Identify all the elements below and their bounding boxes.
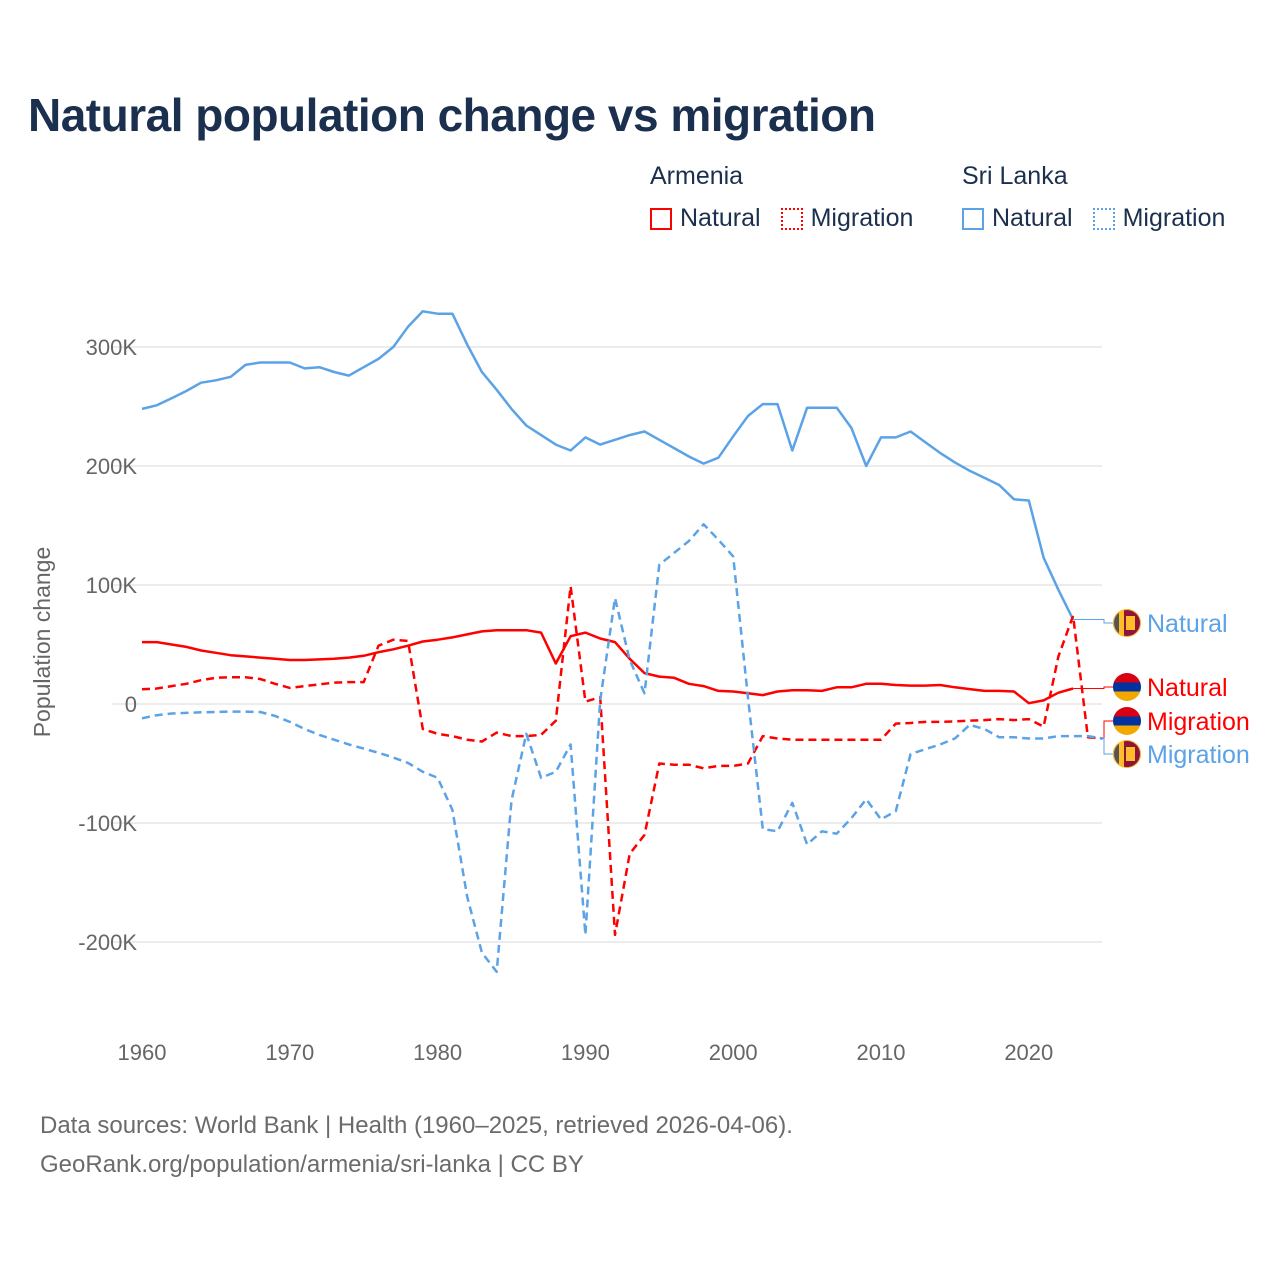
x-tick-label: 1990 bbox=[561, 1040, 610, 1065]
end-label-armenia-natural: Natural bbox=[1147, 674, 1228, 702]
flag-stripe bbox=[1113, 609, 1119, 637]
end-label-sri-lanka-migration: Migration bbox=[1147, 741, 1250, 769]
flag-lion bbox=[1126, 616, 1135, 630]
legend-item-sri-lanka-natural[interactable]: Natural bbox=[962, 204, 1073, 233]
flag-stripe bbox=[1113, 707, 1141, 717]
sri-lanka-flag-icon bbox=[1113, 609, 1141, 637]
x-tick-label: 2020 bbox=[1004, 1040, 1053, 1065]
source-link[interactable]: GeoRank.org/population/armenia/sri-lanka… bbox=[40, 1151, 584, 1178]
legend-label: Natural bbox=[680, 204, 761, 232]
flag-lion bbox=[1126, 747, 1135, 761]
x-tick-label: 2000 bbox=[709, 1040, 758, 1065]
legend-heading: Armenia bbox=[650, 162, 744, 190]
solid-swatch-icon bbox=[962, 207, 984, 230]
flag-stripe bbox=[1119, 609, 1124, 637]
y-tick-label: 100K bbox=[86, 573, 138, 598]
armenia-flag-icon bbox=[1113, 707, 1141, 735]
y-axis-label: Population change bbox=[29, 547, 55, 738]
label-connector bbox=[1102, 738, 1114, 755]
end-label-sri-lanka-natural: Natural bbox=[1147, 610, 1228, 638]
legend-label: Migration bbox=[1122, 204, 1226, 232]
x-tick-label: 2010 bbox=[857, 1040, 906, 1065]
x-tick-label: 1970 bbox=[265, 1040, 314, 1065]
flag-inner bbox=[1113, 609, 1141, 637]
series-line-armenia-natural bbox=[142, 628, 1074, 705]
label-connector bbox=[1073, 686, 1114, 690]
flag-inner bbox=[1113, 673, 1141, 701]
flag-stripe bbox=[1119, 740, 1124, 768]
legend-label: Migration bbox=[810, 204, 914, 232]
legend-group-sri-lanka: Sri Lanka Natural Migration bbox=[962, 162, 1225, 233]
legend-item-sri-lanka-migration[interactable]: Migration bbox=[1092, 204, 1226, 233]
series-line-sri-lanka-migration bbox=[141, 523, 1103, 974]
sri-lanka-flag-icon bbox=[1113, 740, 1141, 768]
dotted-swatch-icon bbox=[780, 207, 803, 230]
footer: Data sources: World Bank | Health (1960–… bbox=[40, 1106, 793, 1184]
legend-item-armenia-natural[interactable]: Natural bbox=[650, 204, 761, 233]
legend-item-armenia-migration[interactable]: Migration bbox=[780, 204, 914, 233]
legend-label: Natural bbox=[992, 204, 1073, 232]
label-connector bbox=[1102, 720, 1114, 740]
legend-group-armenia: Armenia Natural Migration bbox=[650, 162, 933, 233]
label-connector bbox=[1073, 619, 1114, 624]
y-tick-label: 200K bbox=[86, 454, 138, 479]
end-label-armenia-migration: Migration bbox=[1147, 708, 1250, 736]
flag-inner bbox=[1113, 740, 1141, 768]
series-line-armenia-migration bbox=[141, 584, 1103, 937]
y-tick-label: 0 bbox=[125, 692, 137, 717]
y-tick-label: -200K bbox=[78, 930, 137, 955]
y-tick-label: 300K bbox=[86, 335, 138, 360]
y-tick-label: -100K bbox=[78, 811, 137, 836]
flag-stripe bbox=[1113, 691, 1141, 701]
solid-swatch-icon bbox=[650, 207, 672, 230]
x-tick-label: 1980 bbox=[413, 1040, 462, 1065]
data-sources: Data sources: World Bank | Health (1960–… bbox=[40, 1112, 793, 1139]
flag-stripe bbox=[1113, 673, 1141, 683]
chart-title: Natural population change vs migration bbox=[28, 89, 876, 141]
flag-stripe bbox=[1113, 716, 1141, 726]
dotted-swatch-icon bbox=[1092, 207, 1115, 230]
flag-stripe bbox=[1113, 682, 1141, 692]
flag-stripe bbox=[1113, 725, 1141, 735]
legend-heading: Sri Lanka bbox=[962, 162, 1068, 190]
x-tick-label: 1960 bbox=[118, 1040, 167, 1065]
flag-stripe bbox=[1113, 740, 1119, 768]
armenia-flag-icon bbox=[1113, 673, 1141, 701]
flag-inner bbox=[1113, 707, 1141, 735]
series-line-sri-lanka-natural bbox=[141, 310, 1075, 621]
